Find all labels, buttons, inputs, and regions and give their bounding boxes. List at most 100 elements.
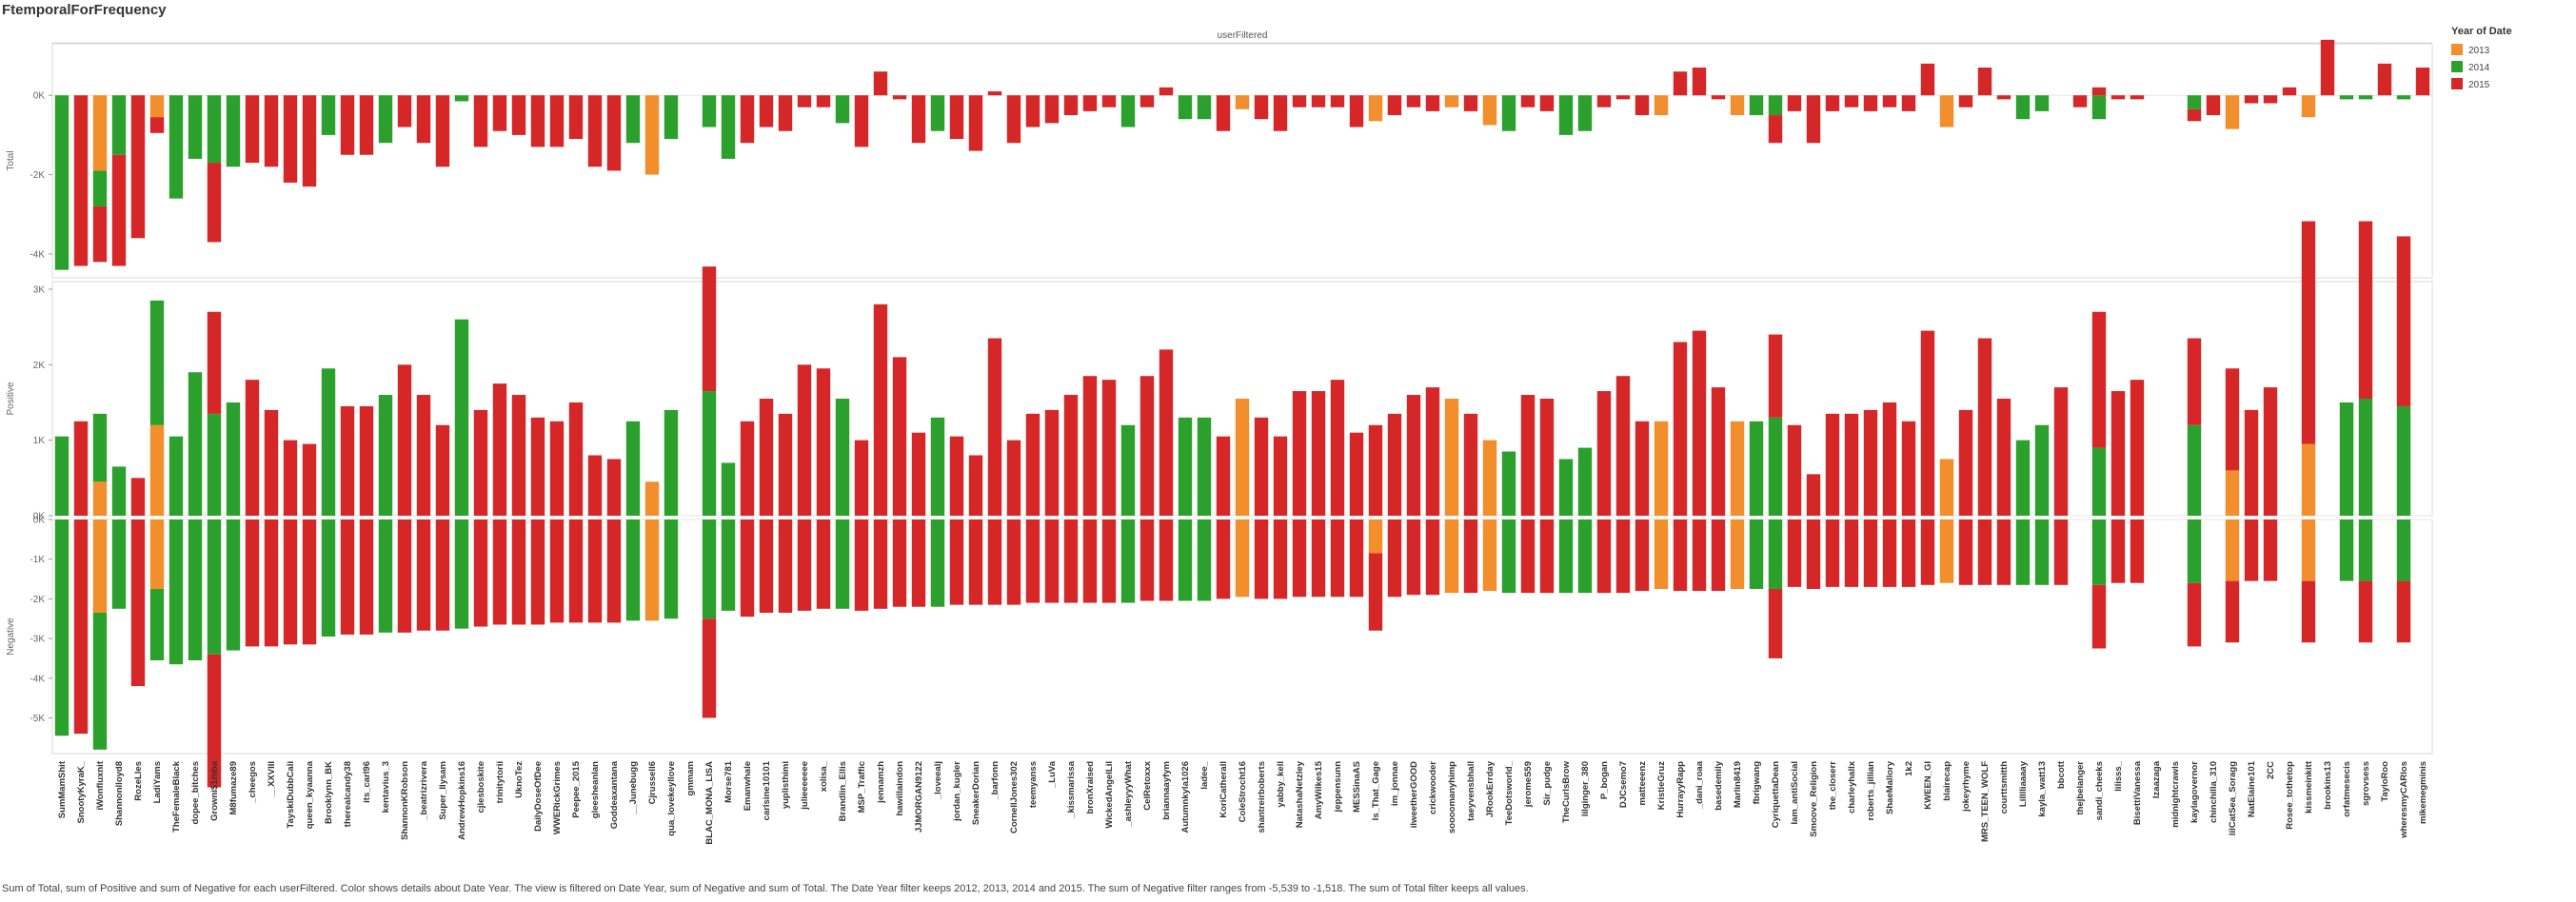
bar-total-2015-117[interactable] xyxy=(2282,87,2297,96)
bar-negative-2015-58[interactable] xyxy=(1159,520,1174,601)
bar-positive-2015-47[interactable] xyxy=(949,436,964,516)
bar-total-2015-49[interactable] xyxy=(987,91,1002,96)
bar-positive-2013-75[interactable] xyxy=(1482,440,1497,516)
bar-total-2015-8[interactable] xyxy=(207,163,222,243)
bar-total-2015-91[interactable] xyxy=(1787,95,1802,111)
bar-negative-2015-27[interactable] xyxy=(568,520,584,623)
bar-total-2015-112[interactable] xyxy=(2187,108,2202,122)
bar-positive-2015-95[interactable] xyxy=(1863,409,1878,516)
bar-positive-2015-115[interactable] xyxy=(2244,409,2259,516)
bar-negative-2015-109[interactable] xyxy=(2130,520,2145,583)
bar-positive-2014-32[interactable] xyxy=(664,409,679,516)
bar-total-2014-60[interactable] xyxy=(1197,95,1212,120)
bar-positive-2015-15[interactable] xyxy=(340,405,355,516)
bar-negative-2015-10[interactable] xyxy=(245,520,260,647)
bar-negative-2014-41[interactable] xyxy=(835,520,850,609)
bar-total-2015-53[interactable] xyxy=(1063,95,1079,116)
bar-total-2014-46[interactable] xyxy=(930,95,945,131)
bar-total-2015-4[interactable] xyxy=(130,95,146,239)
bar-negative-2015-16[interactable] xyxy=(359,520,374,635)
bar-total-2014-121[interactable] xyxy=(2358,95,2373,100)
bar-negative-2015-26[interactable] xyxy=(549,520,565,623)
bar-total-2015-55[interactable] xyxy=(1101,95,1117,108)
bar-positive-2015-50[interactable] xyxy=(1006,440,1021,516)
bar-negative-2015-86[interactable] xyxy=(1692,520,1707,592)
bar-total-2015-108[interactable] xyxy=(2110,95,2126,100)
bar-positive-2015-63[interactable] xyxy=(1254,417,1269,516)
bar-total-2015-25[interactable] xyxy=(530,95,545,147)
bar-negative-2013-75[interactable] xyxy=(1482,520,1497,592)
bar-negative-2014-79[interactable] xyxy=(1558,520,1574,594)
bar-negative-2015-20[interactable] xyxy=(435,520,450,631)
bar-negative-2015-94[interactable] xyxy=(1844,520,1859,587)
bar-positive-2015-64[interactable] xyxy=(1273,436,1288,516)
bar-positive-2015-24[interactable] xyxy=(511,395,526,516)
bar-positive-2014-35[interactable] xyxy=(721,462,736,516)
bar-positive-2015-43[interactable] xyxy=(873,304,888,516)
bar-negative-2014-17[interactable] xyxy=(378,520,393,633)
bar-negative-2014-80[interactable] xyxy=(1577,520,1593,594)
bar-total-2015-18[interactable] xyxy=(397,95,412,127)
bar-positive-2015-96[interactable] xyxy=(1882,402,1897,516)
bar-total-2014-90[interactable] xyxy=(1768,95,1783,116)
bar-positive-2015-37[interactable] xyxy=(759,399,774,516)
bar-negative-2014-121[interactable] xyxy=(2358,520,2373,581)
bar-positive-2014-3[interactable] xyxy=(111,466,127,516)
bar-negative-2015-12[interactable] xyxy=(283,520,298,645)
bar-negative-2014-107[interactable] xyxy=(2091,520,2107,585)
bar-positive-2015-93[interactable] xyxy=(1825,413,1840,516)
bar-negative-2015-90[interactable] xyxy=(1768,588,1783,658)
bar-total-2015-100[interactable] xyxy=(1958,95,1973,108)
bar-negative-2015-34[interactable] xyxy=(702,618,717,718)
bar-total-2015-54[interactable] xyxy=(1082,95,1098,111)
bar-negative-2014-21[interactable] xyxy=(454,520,469,629)
bar-negative-2015-43[interactable] xyxy=(873,520,888,609)
bar-negative-2015-123[interactable] xyxy=(2396,580,2411,643)
bar-total-2013-62[interactable] xyxy=(1235,95,1250,109)
bar-total-2015-102[interactable] xyxy=(1996,95,2011,100)
bar-positive-2015-10[interactable] xyxy=(245,380,260,516)
bar-negative-2015-29[interactable] xyxy=(606,520,622,623)
bar-positive-2015-112[interactable] xyxy=(2187,338,2202,425)
bar-total-2013-99[interactable] xyxy=(1939,95,1954,127)
bar-total-2014-120[interactable] xyxy=(2339,95,2354,100)
bar-positive-2015-34[interactable] xyxy=(702,266,717,392)
bar-negative-2015-69[interactable] xyxy=(1368,553,1383,631)
bar-positive-2015-57[interactable] xyxy=(1139,376,1155,516)
bar-negative-2015-85[interactable] xyxy=(1673,520,1688,592)
bar-positive-2015-65[interactable] xyxy=(1292,391,1307,516)
bar-total-2015-40[interactable] xyxy=(816,95,831,108)
bar-total-2015-15[interactable] xyxy=(340,95,355,155)
bar-negative-2015-96[interactable] xyxy=(1882,520,1897,587)
bar-negative-2014-0[interactable] xyxy=(54,520,69,736)
bar-total-2014-80[interactable] xyxy=(1577,95,1593,131)
bar-negative-2014-7[interactable] xyxy=(188,520,203,661)
bar-negative-2015-37[interactable] xyxy=(759,520,774,613)
bar-total-2015-24[interactable] xyxy=(511,95,526,135)
bar-total-2015-61[interactable] xyxy=(1216,95,1231,131)
bar-positive-2013-2[interactable] xyxy=(92,481,108,516)
bar-total-2015-95[interactable] xyxy=(1863,95,1878,111)
bar-positive-2013-99[interactable] xyxy=(1939,459,1954,516)
bar-negative-2013-2[interactable] xyxy=(92,520,108,613)
bar-total-2015-29[interactable] xyxy=(606,95,622,171)
bar-total-2014-14[interactable] xyxy=(321,95,336,135)
bar-total-2015-113[interactable] xyxy=(2206,95,2221,116)
bar-negative-2015-112[interactable] xyxy=(2187,582,2202,647)
bar-total-2015-52[interactable] xyxy=(1044,95,1060,124)
bar-negative-2014-8[interactable] xyxy=(207,520,222,655)
bar-total-2015-124[interactable] xyxy=(2415,68,2430,96)
bar-total-2015-45[interactable] xyxy=(911,95,926,144)
bar-total-2014-0[interactable] xyxy=(54,95,69,270)
bar-positive-2015-90[interactable] xyxy=(1768,334,1783,418)
bar-negative-2015-53[interactable] xyxy=(1063,520,1079,603)
bar-positive-2015-23[interactable] xyxy=(492,383,507,516)
bar-total-2015-77[interactable] xyxy=(1520,95,1536,108)
bar-negative-2014-120[interactable] xyxy=(2339,520,2354,581)
bar-positive-2015-72[interactable] xyxy=(1425,387,1440,516)
bar-positive-2015-77[interactable] xyxy=(1520,395,1536,516)
bar-total-2013-75[interactable] xyxy=(1482,95,1497,126)
bar-positive-2014-2[interactable] xyxy=(92,413,108,482)
bar-positive-2014-14[interactable] xyxy=(321,368,336,516)
bar-total-2015-107[interactable] xyxy=(2091,87,2107,96)
